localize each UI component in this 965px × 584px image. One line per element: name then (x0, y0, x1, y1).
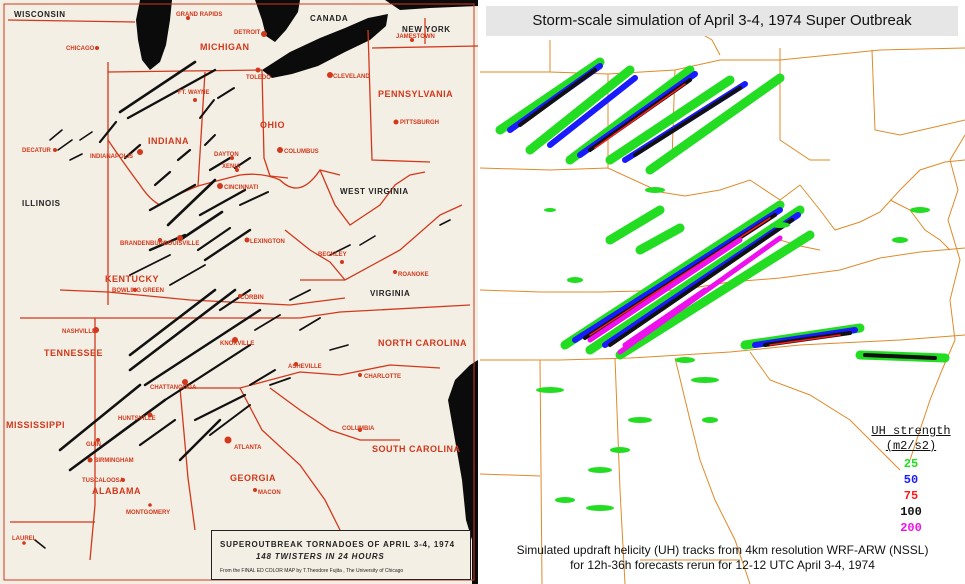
atlantic-ocean (448, 360, 478, 584)
source-title: SUPEROUTBREAK TORNADOES OF APRIL 3-4, 19… (220, 540, 455, 549)
city-label: CHICAGO (66, 46, 95, 52)
city-label: CHATTANOOGA (150, 385, 197, 391)
city-label: PITTSBURGH (400, 120, 439, 126)
state-label: VIRGINIA (370, 289, 410, 298)
state-label: PENNSYLVANIA (378, 89, 453, 99)
simulation-map-panel: Storm-scale simulation of April 3-4, 197… (480, 0, 965, 584)
sim-coastline (909, 134, 965, 461)
state-label: WEST VIRGINIA (340, 187, 409, 196)
state-label: ILLINOIS (22, 199, 61, 208)
city-markers (22, 16, 414, 545)
city-label: CHARLOTTE (364, 374, 401, 380)
caption-line-2: for 12h-36h forecasts rerun for 12-12 UT… (570, 558, 875, 572)
legend-item-25: 25 (903, 457, 919, 471)
city-label: MACON (258, 490, 281, 496)
map-source-box: SUPEROUTBREAK TORNADOES OF APRIL 3-4, 19… (211, 530, 471, 580)
city-label: DECATUR (22, 148, 52, 154)
fujita-tornado-map: WISCONSIN MICHIGAN CANADA NEW YORK PENNS… (0, 0, 478, 584)
city-label: DAYTON (214, 152, 239, 158)
city-label: GRAND RAPIDS (176, 12, 222, 18)
city-label: JAMESTOWN (396, 34, 435, 40)
uh-small-cells (536, 187, 930, 511)
state-label: MICHIGAN (200, 42, 250, 52)
city-label: ATLANTA (234, 445, 262, 451)
simulation-title: Storm-scale simulation of April 3-4, 197… (486, 6, 958, 36)
legend-item-50: 50 (903, 473, 919, 487)
legend-item-75: 75 (903, 489, 919, 503)
city-label: CINCINNATI (224, 185, 259, 191)
city-label: MONTGOMERY (126, 510, 170, 516)
uh-legend: UH strength (m2/s2) 25 50 75 100 200 (866, 424, 956, 536)
state-label: TENNESSEE (44, 348, 103, 358)
city-label: HUNTSVILLE (118, 416, 156, 422)
state-label: NEW YORK (402, 25, 451, 34)
lake-michigan (136, 0, 172, 70)
city-label: DETROIT (234, 30, 261, 36)
legend-unit: (m2/s2) (885, 439, 937, 453)
city-label: BECKLEY (318, 252, 347, 258)
lake-erie (262, 14, 388, 78)
city-label: GUIN (86, 442, 101, 448)
state-label: KENTUCKY (105, 274, 159, 284)
state-label: INDIANA (148, 136, 189, 146)
city-label: BOWLING GREEN (112, 288, 164, 294)
lake-top-right (385, 0, 478, 10)
city-label: NASHVILLE (62, 329, 96, 335)
state-label: NORTH CAROLINA (378, 338, 467, 348)
city-label: TOLEDO (246, 75, 271, 81)
caption-line-1: Simulated updraft helicity (UH) tracks f… (516, 543, 929, 557)
source-credit: From the FINAL ED COLOR MAP by T.Theodor… (220, 568, 404, 574)
state-borders (7, 18, 478, 561)
legend-title: UH strength (871, 424, 951, 438)
city-label: ROANOKE (398, 272, 429, 278)
city-label: CORBIN (240, 295, 264, 301)
fujita-map-canvas: WISCONSIN MICHIGAN CANADA NEW YORK PENNS… (3, 0, 478, 584)
state-label: MISSISSIPPI (6, 420, 65, 430)
legend-item-100: 100 (900, 505, 922, 519)
city-label: TUSCALOOSA (82, 478, 125, 484)
uh-tracks (495, 57, 950, 363)
simulation-caption: Simulated updraft helicity (UH) tracks f… (480, 543, 965, 573)
simulation-map-canvas (480, 29, 965, 584)
state-label: ALABAMA (92, 486, 141, 496)
city-label: CLEVELAND (333, 74, 370, 80)
state-label: GEORGIA (230, 473, 276, 483)
city-label: COLUMBIA (342, 426, 375, 432)
city-label: BIRMINGHAM (94, 458, 134, 464)
lake-huron (255, 0, 300, 42)
state-label: WISCONSIN (14, 10, 66, 19)
city-label: LOUISVILLE (164, 241, 199, 247)
legend-item-200: 200 (900, 521, 922, 535)
state-label: SOUTH CAROLINA (372, 444, 461, 454)
state-label: OHIO (260, 120, 285, 130)
city-label: XENIA (222, 164, 241, 170)
state-label: CANADA (310, 14, 348, 23)
source-subtitle: 148 TWISTERS IN 24 HOURS (256, 552, 385, 561)
city-label: ASHEVILLE (288, 364, 322, 370)
tornado-tracks (34, 60, 451, 549)
city-label: COLUMBUS (284, 149, 319, 155)
city-label: BRANDENBURG (120, 241, 168, 247)
city-label: KNOXVILLE (220, 341, 254, 347)
city-label: FT. WAYNE (178, 90, 209, 96)
city-label: INDIANAPOLIS (90, 154, 133, 160)
city-label: LAUREL (12, 536, 37, 542)
city-label: LEXINGTON (250, 239, 285, 245)
